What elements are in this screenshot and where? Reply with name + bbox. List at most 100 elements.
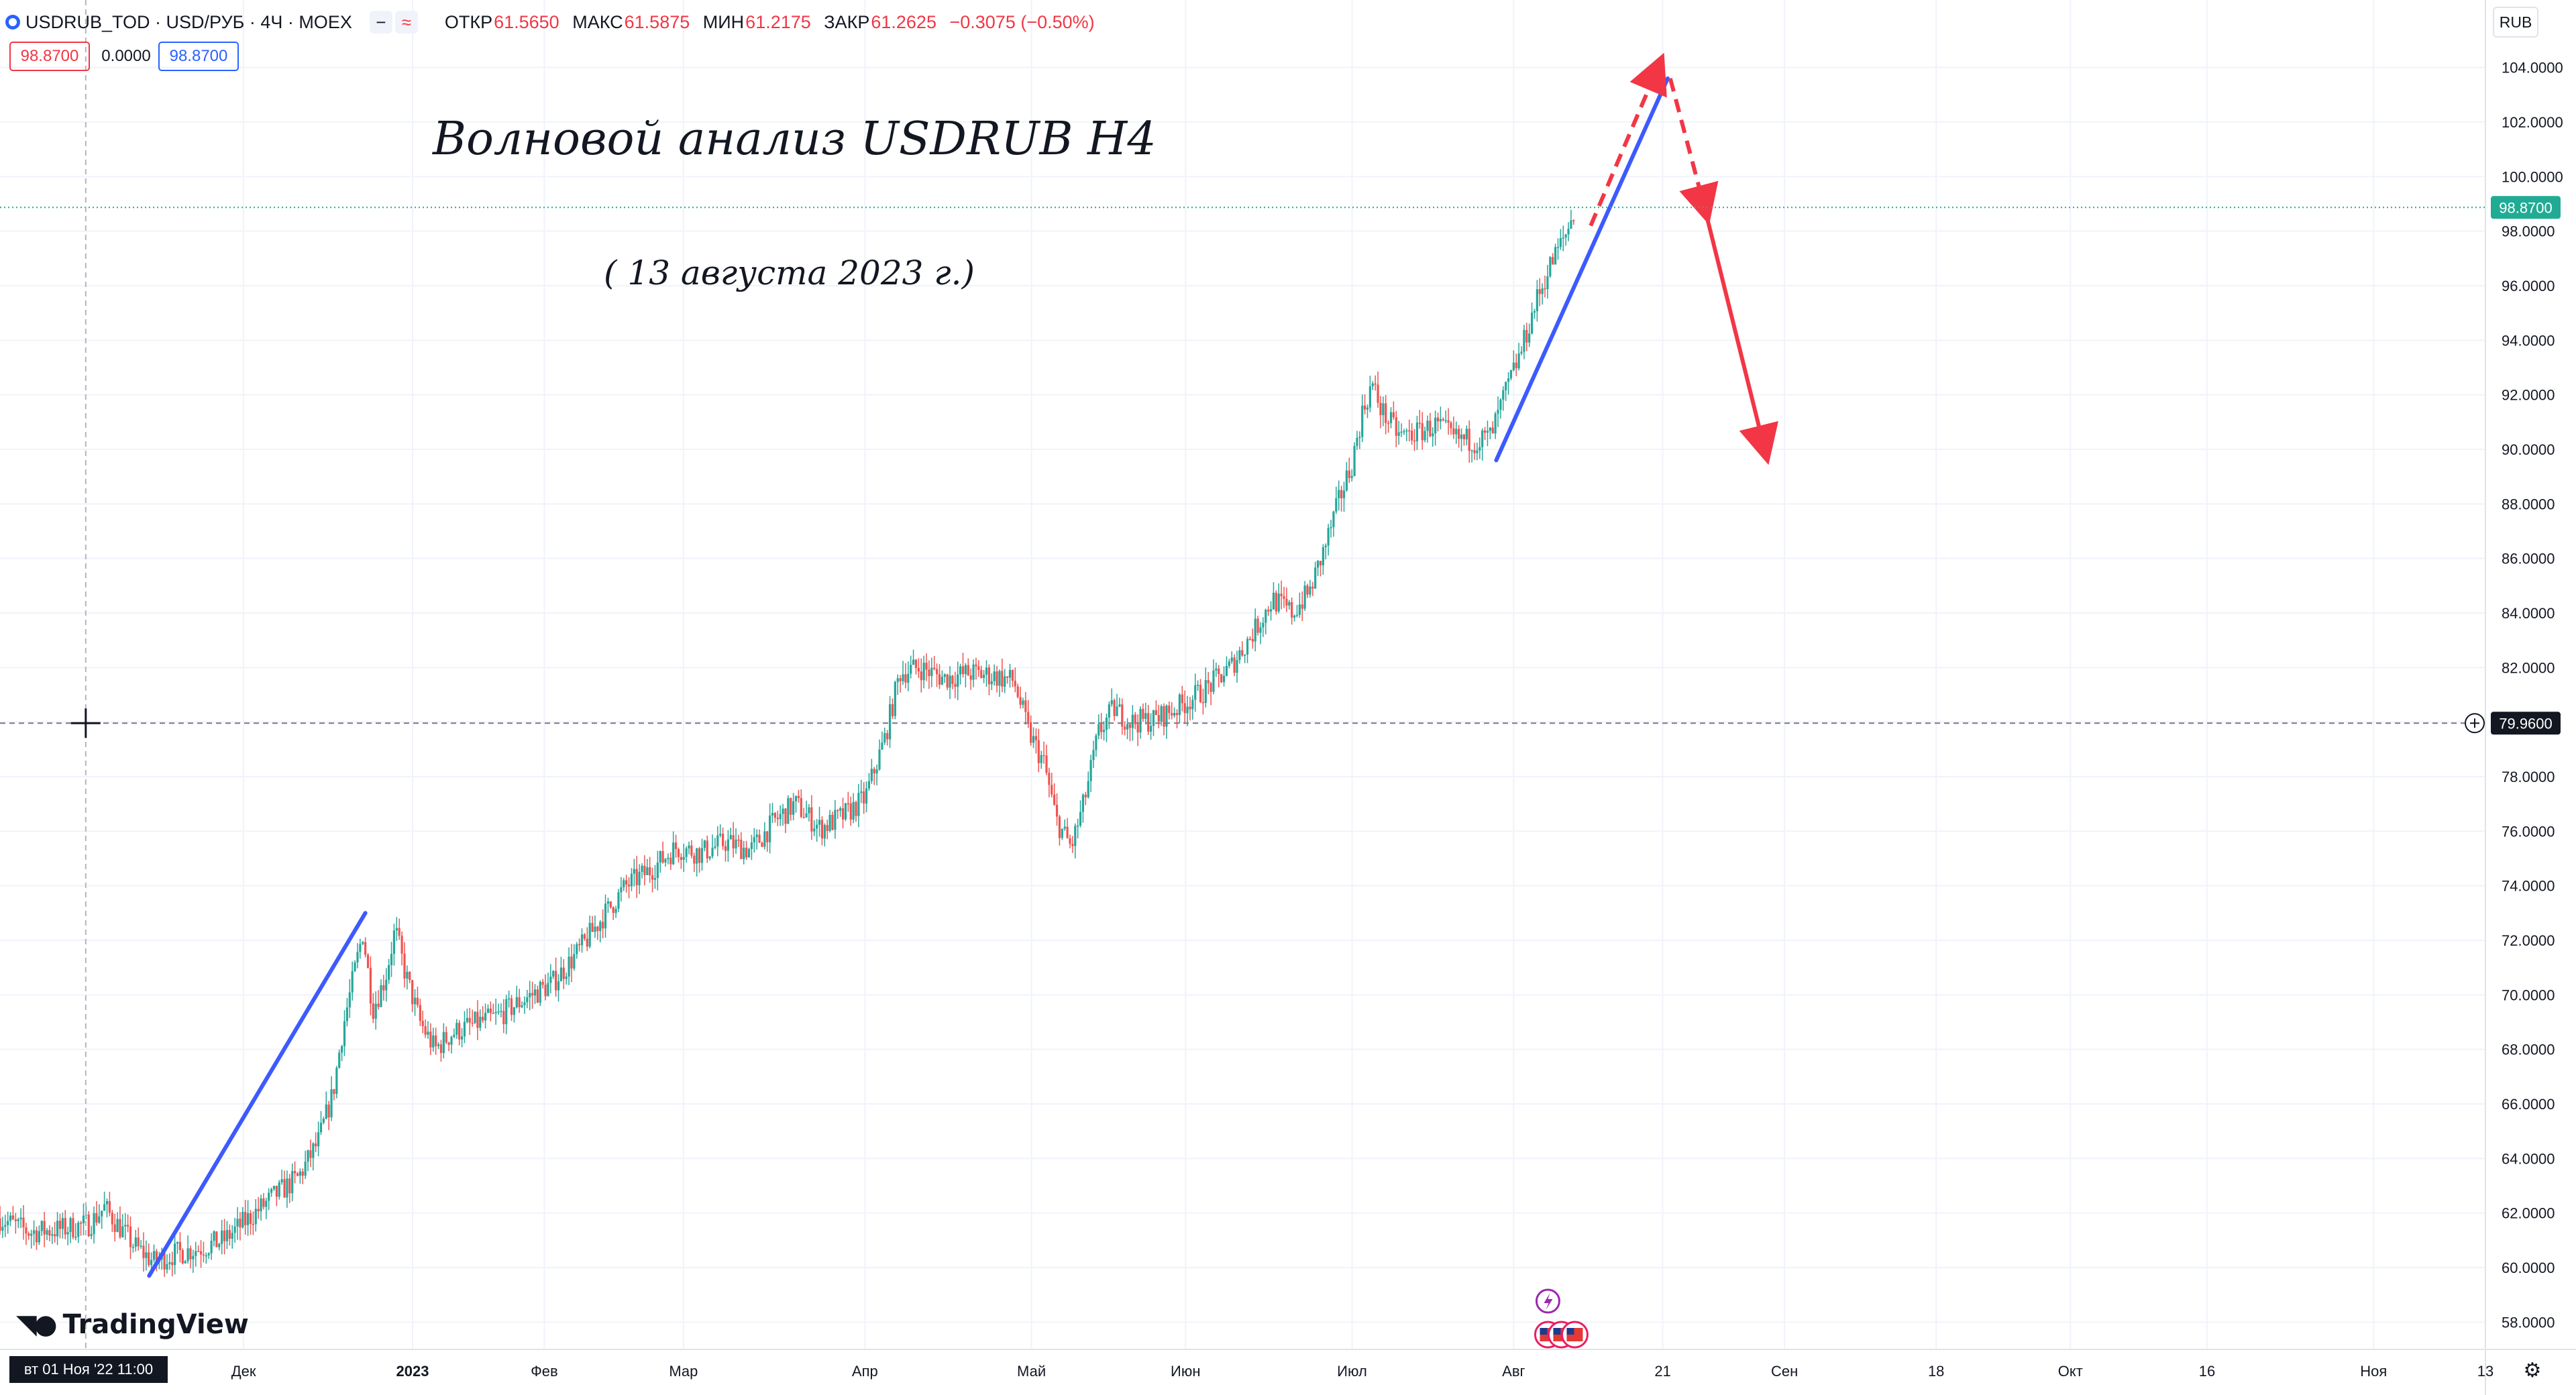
candle-body [119,1219,121,1237]
candle-body [1124,726,1126,730]
candle-body [1356,437,1358,446]
candle-body [1486,431,1489,433]
candle-body [327,1104,330,1117]
candle-body [847,803,849,805]
candle-body [1225,665,1228,676]
candle-body [111,1213,113,1225]
candle-body [1538,289,1541,294]
candle-body [1408,430,1411,432]
wave-line [147,911,368,1278]
currency-button[interactable]: RUB [2493,7,2538,38]
crosshair-price-label: 79.9600 [2499,715,2553,732]
candle-body [612,907,614,913]
candle-body [653,878,657,880]
candle-body [11,1215,15,1220]
candle-body [1042,755,1045,757]
candle-body [479,1016,482,1028]
candle-body [335,1068,338,1095]
candle-body [972,664,975,680]
candle-body [1181,694,1183,704]
candle-body [131,1247,135,1248]
candle-body [215,1231,218,1247]
candle-body [570,956,573,969]
candle-body [233,1226,236,1233]
settings-gear-icon[interactable]: ⚙ [2523,1359,2542,1382]
candle-body [406,971,409,979]
candle-body [941,677,943,685]
candle-body [1564,234,1567,238]
candle-body [1110,700,1113,705]
candle-body [437,1044,440,1046]
candle-body [374,1003,377,1019]
candle-body [435,1035,437,1046]
candle-body [1092,750,1095,761]
candle-body [103,1204,106,1211]
candle-body [348,992,351,1008]
candle-body [552,970,555,977]
candle-body [792,801,795,815]
minus-button[interactable]: − [369,11,392,34]
candle-body [1218,668,1220,675]
candle-body [262,1198,265,1207]
time-tick-label: Июл [1337,1363,1367,1380]
candle-body [1530,313,1534,334]
candle-body [1385,403,1387,423]
candle-body [609,901,612,907]
candle-body [184,1261,186,1264]
sell-price-button[interactable]: 98.8700 [9,42,90,71]
price-tick-label: 64.0000 [2502,1150,2555,1167]
candle-body [745,847,748,858]
candle-body [1220,674,1223,683]
candle-body [888,704,892,740]
buy-price-button[interactable]: 98.8700 [158,42,239,71]
candle-body [896,678,899,682]
candle-body [66,1232,69,1235]
price-tick-label: 94.0000 [2502,332,2555,349]
candle-body [1113,700,1116,716]
candle-body [688,845,690,848]
candle-body [1552,257,1554,265]
candle-body [583,934,586,939]
candle-body [1395,417,1397,436]
candle-body [1554,247,1557,265]
time-axis[interactable]: Дек 2023 Фев Мар Апр Май Июн Июл Авг 21 Сен 18 Окт 16… [0,1349,2576,1395]
candle-body [87,1214,90,1237]
candle-body [317,1132,320,1147]
candle-body [907,673,910,683]
candle-body [1494,413,1497,434]
candle-body [1053,794,1056,805]
candle-body [1491,427,1494,434]
candle-body [121,1226,124,1237]
candle-body [137,1237,140,1247]
tradingview-logo[interactable]: ◥● TradingView [16,1308,249,1341]
compare-button[interactable]: ≈ [394,11,418,34]
price-tick-label: 76.0000 [2502,823,2555,840]
candle-body [249,1213,252,1224]
symbol-title[interactable]: USDRUB_TOD · USD/РУБ · 4Ч · MOEX [25,11,352,32]
candle-body [794,795,798,801]
price-tick-label: 58.0000 [2502,1314,2555,1331]
candle-body [805,813,808,818]
candle-body [1544,288,1546,290]
symbol-icon [5,15,20,30]
price-tick-label: 90.0000 [2502,441,2555,458]
candle-body [265,1201,268,1207]
candle-body [419,1005,421,1021]
candle-body [716,835,719,847]
candle-body [646,867,649,875]
candle-body [403,953,406,979]
candle-body [1541,288,1544,294]
time-tick-label: Июн [1171,1363,1200,1380]
candle-body [129,1226,132,1247]
candle-body [773,813,777,818]
candle-body [891,704,894,716]
candle-body [920,671,922,681]
candle-body [1183,703,1186,714]
candle-body [19,1217,22,1220]
candle-body [1152,710,1155,726]
candle-body [166,1264,168,1270]
candle-body [1128,724,1132,728]
candle-body [150,1260,153,1266]
candle-body [1288,602,1291,606]
